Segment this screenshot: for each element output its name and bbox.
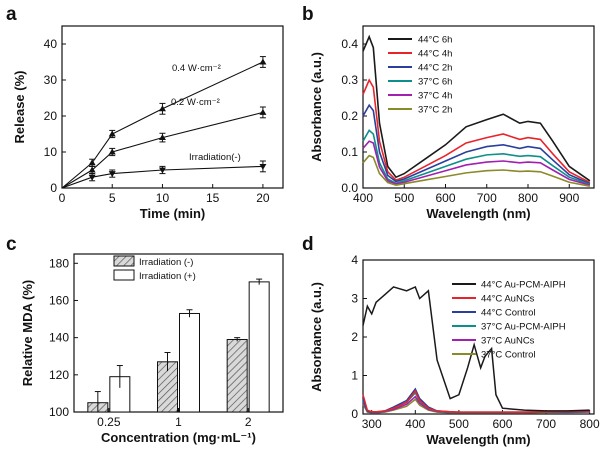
y-tick-label: 20 <box>44 109 58 123</box>
x-tick-label: 500 <box>449 417 469 431</box>
y-tick-label: 0 <box>50 181 57 195</box>
series-line <box>362 34 591 182</box>
y-tick-label: 160 <box>49 293 69 307</box>
y-axis-title: Release (%) <box>12 71 27 144</box>
x-axis-title: Time (min) <box>140 206 206 221</box>
y-tick-label: 0.2 <box>341 109 358 123</box>
data-point <box>259 108 267 115</box>
x-tick-label: 20 <box>256 191 270 205</box>
data-point <box>88 159 96 166</box>
x-tick-label: 300 <box>362 417 382 431</box>
y-tick-label: 3 <box>351 292 358 306</box>
y-tick-label: 0.1 <box>341 145 358 159</box>
y-tick-label: 40 <box>44 37 58 51</box>
y-tick-label: 0.4 <box>341 37 358 51</box>
legend-label: 37°C AuNCs <box>481 336 535 347</box>
legend-swatch <box>113 269 135 281</box>
legend-label: 44°C 6h <box>418 35 452 46</box>
y-tick-label: 0 <box>351 407 358 421</box>
data-point <box>88 166 96 173</box>
x-tick-label: 2 <box>245 415 252 429</box>
y-axis-title: Absorbance (a.u.) <box>309 282 324 392</box>
x-tick-label: 0.25 <box>97 415 121 429</box>
panel-label-b: b <box>302 4 314 25</box>
plot-frame <box>362 25 595 189</box>
legend-label: 44°C 2h <box>418 63 452 74</box>
legend-label: 37°C 6h <box>418 77 452 88</box>
y-tick-label: 0.0 <box>341 181 358 195</box>
x-tick-label: 600 <box>435 191 455 205</box>
x-tick-label: 700 <box>477 191 497 205</box>
bar <box>226 339 248 413</box>
series-line <box>362 103 591 185</box>
data-point <box>158 134 166 141</box>
panel-label-c: c <box>6 234 17 255</box>
series-annotation: 0.4 W·cm⁻² <box>172 63 221 74</box>
y-tick-label: 100 <box>49 405 69 419</box>
x-axis-title: Concentration (mg·mL⁻¹) <box>101 430 256 445</box>
data-point <box>259 163 267 170</box>
legend-label: Irradiation (-) <box>139 257 193 268</box>
x-tick-label: 600 <box>492 417 512 431</box>
legend-label: Irradiation (+) <box>139 271 196 282</box>
legend-label: 44°C Control <box>481 308 536 319</box>
x-tick-label: 500 <box>394 191 414 205</box>
x-tick-label: 800 <box>518 191 538 205</box>
y-tick-label: 2 <box>351 330 358 344</box>
x-tick-label: 400 <box>405 417 425 431</box>
legend-label: 37°C Au-PCM-AIPH <box>481 322 566 333</box>
legend-label: 37°C Control <box>481 350 536 361</box>
y-tick-label: 1 <box>351 369 358 383</box>
legend-label: 44°C AuNCs <box>481 294 535 305</box>
series-annotation: Irradiation(-) <box>189 152 241 163</box>
x-tick-label: 700 <box>536 417 556 431</box>
y-tick-label: 4 <box>351 253 358 267</box>
series-line <box>362 389 590 413</box>
data-point <box>108 171 116 178</box>
y-tick-label: 10 <box>44 145 58 159</box>
x-tick-label: 5 <box>109 191 116 205</box>
data-point <box>108 148 116 155</box>
y-tick-label: 140 <box>49 331 69 345</box>
x-tick-label: 900 <box>559 191 579 205</box>
y-axis-title: Absorbance (a.u.) <box>309 52 324 162</box>
legend-label: 44°C 4h <box>418 49 452 60</box>
x-tick-label: 800 <box>580 417 600 431</box>
x-tick-label: 0 <box>59 191 66 205</box>
y-tick-label: 120 <box>49 368 69 382</box>
x-tick-label: 15 <box>206 191 220 205</box>
data-point <box>158 105 166 112</box>
series-line <box>362 285 590 412</box>
legend-label: 44°C Au-PCM-AIPH <box>481 280 566 291</box>
series-line <box>362 154 591 187</box>
plot-frame <box>61 25 284 189</box>
y-tick-label: 0.3 <box>341 73 358 87</box>
data-point <box>259 58 267 65</box>
y-axis-title: Relative MDA (%) <box>20 280 35 386</box>
data-point <box>158 167 166 174</box>
series-line <box>362 129 591 186</box>
legend-label: 37°C 2h <box>418 105 452 116</box>
bar <box>248 281 270 413</box>
x-axis-title: Wavelength (nm) <box>426 432 530 447</box>
series-line <box>362 78 591 184</box>
data-point <box>108 130 116 137</box>
x-tick-label: 400 <box>353 191 373 205</box>
x-tick-label: 10 <box>156 191 170 205</box>
y-tick-label: 30 <box>44 73 58 87</box>
y-tick-label: 180 <box>49 256 69 270</box>
x-axis-title: Wavelength (nm) <box>426 206 530 221</box>
x-tick-label: 1 <box>175 415 182 429</box>
panel-label-d: d <box>302 234 314 255</box>
legend-label: 37°C 4h <box>418 91 452 102</box>
panel-label-a: a <box>6 4 17 25</box>
bar <box>179 312 200 413</box>
series-line <box>362 140 591 186</box>
series-annotation: 0.2 W·cm⁻² <box>171 97 220 108</box>
legend-swatch <box>113 255 135 267</box>
data-point <box>88 174 96 181</box>
